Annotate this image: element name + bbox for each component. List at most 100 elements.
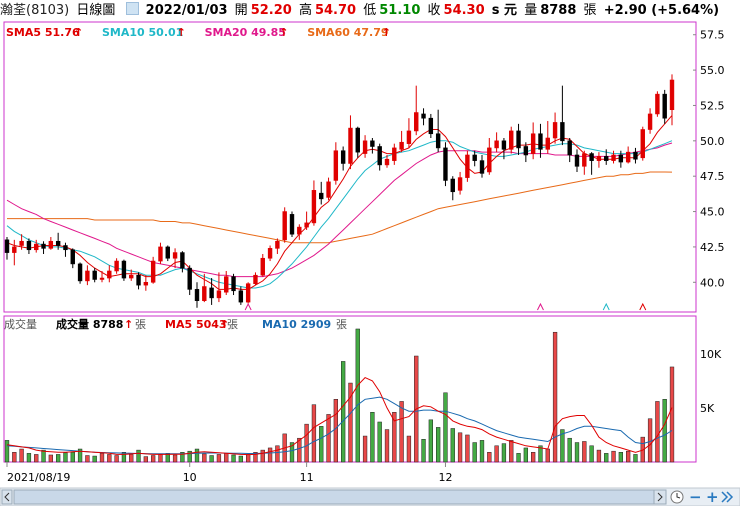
volume-bar <box>399 401 404 463</box>
volume-bar <box>253 452 258 463</box>
open-value: 52.20 <box>250 3 292 18</box>
x-tick-label: 12 <box>438 471 452 484</box>
legend-sma5: SMA5 51.76 <box>6 26 80 39</box>
crossover-marker <box>602 302 610 311</box>
volume-bar <box>545 448 550 463</box>
candle-body <box>26 240 32 251</box>
volume-bar <box>516 453 521 463</box>
candle-body <box>377 146 382 166</box>
candle-body <box>238 290 244 303</box>
up-arrow-icon: ↑ <box>74 26 83 39</box>
volume-bar <box>238 455 243 463</box>
clock-hands-icon <box>676 493 681 499</box>
volume-bar <box>582 441 587 463</box>
price-tick-label: 55.0 <box>700 64 725 77</box>
candle-body <box>574 154 580 167</box>
candle-body <box>340 150 346 164</box>
legend-sma60: SMA60 47.79 <box>307 26 388 39</box>
volume-bar <box>275 445 280 463</box>
volume-bar <box>443 392 448 463</box>
volume-legend-item: 成交量 <box>4 317 37 331</box>
volume-bar <box>326 414 331 463</box>
candle-body <box>85 270 90 282</box>
candle-body <box>530 133 536 154</box>
candle-body <box>370 140 375 147</box>
candle-body <box>472 154 477 161</box>
candle-body <box>560 122 565 142</box>
legend-sma10: SMA10 50.01 <box>102 26 183 39</box>
candle-body <box>172 252 178 259</box>
ma-vol10-line <box>6 396 673 455</box>
candle-body <box>231 276 236 292</box>
zoom-out-icon[interactable]: − <box>689 488 702 506</box>
volume-bar <box>538 445 543 463</box>
up-arrow-icon: ↑ <box>382 26 391 39</box>
ma-vol5-line <box>6 376 673 456</box>
candle-body <box>121 260 127 279</box>
volume-bar <box>377 421 382 463</box>
candle-body <box>143 281 149 286</box>
candle-body <box>304 222 309 228</box>
price-tick-label: 45.0 <box>700 206 725 219</box>
volume-bar <box>567 437 572 463</box>
price-tick-label: 57.5 <box>700 29 725 42</box>
candle-body <box>216 290 222 299</box>
volume-bar <box>633 454 638 463</box>
volume-bar <box>311 404 317 463</box>
candle-body <box>662 93 667 119</box>
candle-body <box>48 240 54 249</box>
volume-bar <box>626 450 631 463</box>
volume-legend-item: MA5 5043 <box>165 318 227 331</box>
zoom-in-icon[interactable]: + <box>706 488 719 506</box>
candle-body <box>545 137 550 150</box>
candle-body <box>399 141 404 150</box>
low-label: 低 <box>363 3 377 18</box>
volume-bar <box>611 450 616 463</box>
fast-forward-icon[interactable] <box>721 491 734 503</box>
candle-body <box>326 181 331 198</box>
scroll-left-button[interactable] <box>1 489 13 505</box>
candle-body <box>443 147 448 181</box>
candle-body <box>414 112 419 132</box>
candle-body <box>245 283 251 303</box>
candle-body <box>319 192 324 200</box>
quote-date: 2022/01/03 <box>145 3 228 18</box>
period-label[interactable]: 日線圖 <box>76 3 116 18</box>
chevron-left-icon <box>4 492 10 502</box>
volume-value: 8788 <box>540 3 577 18</box>
volume-bar <box>56 454 61 463</box>
volume-bar <box>560 429 565 463</box>
price-tick-label: 52.5 <box>700 99 725 112</box>
crossover-marker <box>537 302 544 311</box>
candle-body <box>625 151 631 163</box>
volume-bar <box>618 452 623 463</box>
candle-body <box>457 177 463 191</box>
candle-body <box>77 263 83 282</box>
volume-bar <box>92 455 97 463</box>
up-arrow-icon: ↑ <box>177 26 186 39</box>
candle-body <box>633 151 638 160</box>
scroll-thumb[interactable] <box>13 489 655 505</box>
volume-bar <box>121 452 127 463</box>
volume-bar <box>129 454 134 463</box>
chevron-right-icon <box>657 492 663 502</box>
candle-body <box>618 154 624 163</box>
candle-body <box>450 178 455 193</box>
volume-tick-label: 5K <box>700 402 715 415</box>
volume-bar <box>63 452 68 463</box>
close-value: 54.30 <box>443 3 485 18</box>
volume-bar <box>151 455 156 463</box>
scroll-right-button[interactable] <box>653 489 667 505</box>
period-dropdown-icon[interactable] <box>125 2 139 15</box>
legend-sma20: SMA20 49.85 <box>205 26 286 39</box>
volume-bar <box>472 442 477 463</box>
high-value: 54.70 <box>314 3 357 18</box>
volume-bar <box>85 455 90 463</box>
volume-bar <box>41 449 46 463</box>
candle-body <box>552 122 558 139</box>
candle-body <box>465 154 470 178</box>
candle-body <box>406 130 412 144</box>
candle-body <box>275 240 280 249</box>
